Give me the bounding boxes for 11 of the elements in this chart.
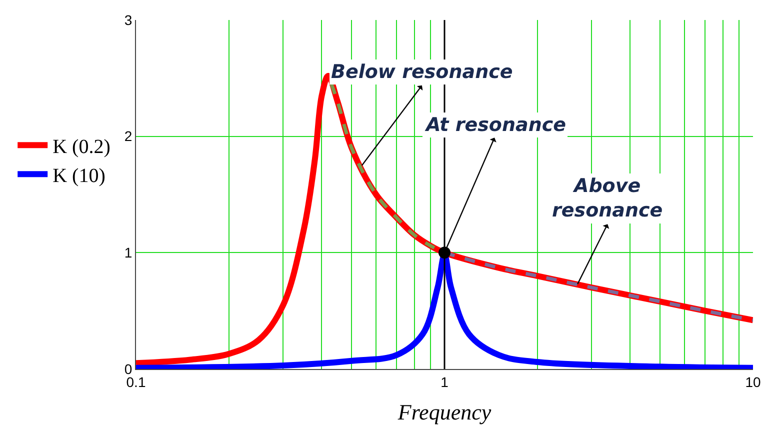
legend-label: K (0.2) — [52, 136, 110, 158]
x-axis-title: Frequency — [396, 400, 492, 425]
annotation: At resonance — [424, 114, 566, 136]
x-tick-label: 10 — [745, 374, 761, 390]
legend-label: K (10) — [52, 164, 106, 187]
annotation: Above resonance — [552, 175, 663, 222]
y-tick-label: 1 — [124, 244, 132, 261]
x-tick-label: 1 — [440, 374, 449, 390]
y-tick-label: 3 — [124, 12, 132, 28]
y-tick-label: 2 — [124, 128, 132, 144]
annotation: Below resonance — [331, 61, 513, 83]
